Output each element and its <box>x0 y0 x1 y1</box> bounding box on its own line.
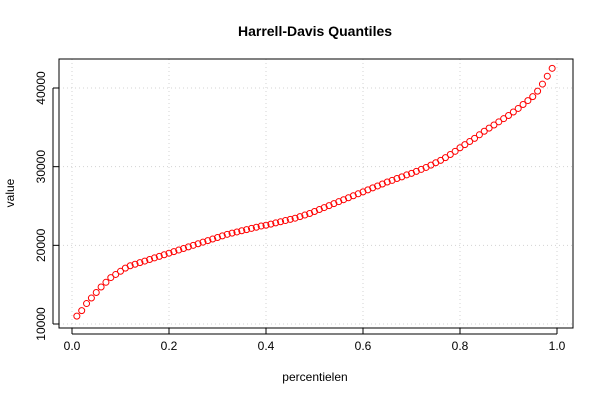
data-point <box>495 118 503 126</box>
data-point <box>175 246 183 254</box>
data-point <box>471 134 479 142</box>
data-point <box>441 154 449 162</box>
data-point <box>461 141 469 149</box>
data-point <box>78 307 86 315</box>
data-point <box>136 259 144 267</box>
data-point <box>233 228 241 236</box>
data-point <box>529 93 537 101</box>
data-point <box>189 241 197 249</box>
data-point <box>73 312 81 320</box>
data-point <box>247 224 255 232</box>
x-tick-label: 0.0 <box>64 339 81 353</box>
data-point <box>243 226 251 234</box>
data-point <box>281 217 289 225</box>
data-point <box>456 144 464 152</box>
data-point <box>228 229 236 237</box>
data-point <box>218 232 226 240</box>
data-point <box>107 274 115 282</box>
y-tick-label: 20000 <box>34 228 48 262</box>
data-point <box>524 97 532 105</box>
x-axis: 0.0 0.2 0.4 0.6 0.8 1.0 <box>64 328 566 353</box>
data-point <box>505 112 512 120</box>
data-point <box>466 137 474 145</box>
data-point <box>500 115 508 123</box>
data-point <box>485 124 493 132</box>
data-point <box>141 257 149 265</box>
data-point <box>126 262 134 270</box>
x-tick-label: 0.2 <box>161 339 178 353</box>
data-point <box>170 248 178 256</box>
plot-frame <box>58 58 574 329</box>
grid-lines <box>59 59 573 328</box>
data-point <box>514 104 522 112</box>
data-point <box>97 283 105 291</box>
data-point <box>150 254 158 262</box>
data-point <box>209 235 217 243</box>
data-point <box>543 72 551 80</box>
data-point <box>102 278 110 286</box>
data-point <box>534 87 542 95</box>
data-point <box>509 108 517 116</box>
data-point <box>451 147 459 155</box>
data-point <box>87 294 95 302</box>
data-point <box>204 237 212 245</box>
chart-title: Harrell-Davis Quantiles <box>238 23 392 39</box>
y-axis-label: value <box>3 178 17 207</box>
data-point <box>180 244 188 252</box>
x-tick-label: 1.0 <box>549 339 566 353</box>
x-tick-label: 0.4 <box>258 339 275 353</box>
data-point <box>146 255 154 263</box>
data-point <box>490 121 498 129</box>
data-point <box>160 251 168 259</box>
x-tick-label: 0.8 <box>452 339 469 353</box>
data-point <box>403 171 411 179</box>
data-point <box>475 131 483 139</box>
data-point <box>155 252 163 260</box>
data-point <box>291 214 299 222</box>
data-point <box>223 230 231 238</box>
data-point <box>393 174 401 182</box>
data-point <box>92 289 100 297</box>
data-point <box>301 211 309 219</box>
data-point <box>112 270 120 278</box>
y-tick-label: 30000 <box>34 150 48 184</box>
data-point <box>267 220 275 228</box>
x-axis-label: percentielen <box>282 370 347 384</box>
data-point <box>252 223 260 231</box>
data-point <box>296 213 304 221</box>
data-point <box>286 215 294 223</box>
data-point <box>214 233 221 241</box>
data-point <box>257 222 265 230</box>
data-point <box>238 227 246 235</box>
data-point <box>272 219 280 227</box>
y-axis: 10000 20000 30000 40000 <box>34 71 59 341</box>
data-points <box>73 64 556 320</box>
data-point <box>383 178 391 186</box>
data-point <box>165 249 173 257</box>
x-tick-label: 0.6 <box>355 339 372 353</box>
data-point <box>277 218 285 226</box>
data-point <box>199 238 207 246</box>
y-tick-label: 10000 <box>34 307 48 341</box>
data-point <box>131 260 139 268</box>
data-point <box>519 101 527 109</box>
data-point <box>83 300 91 308</box>
data-point <box>538 80 546 88</box>
data-point <box>548 64 556 72</box>
data-point <box>117 267 124 275</box>
data-point <box>480 127 488 135</box>
data-point <box>446 150 454 158</box>
y-tick-label: 40000 <box>34 71 48 105</box>
data-point <box>184 243 192 251</box>
data-point <box>194 240 202 248</box>
data-point <box>262 221 270 229</box>
